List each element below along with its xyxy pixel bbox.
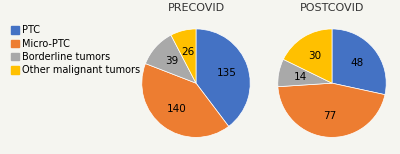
Title: PRECOVID: PRECOVID (168, 3, 224, 13)
Wedge shape (278, 59, 332, 87)
Text: 30: 30 (308, 51, 321, 61)
Wedge shape (283, 29, 332, 83)
Text: 39: 39 (165, 57, 178, 67)
Text: 140: 140 (166, 104, 186, 114)
Text: 135: 135 (217, 68, 237, 78)
Wedge shape (171, 29, 196, 83)
Wedge shape (278, 83, 385, 137)
Text: 77: 77 (323, 111, 336, 121)
Title: POSTCOVID: POSTCOVID (300, 3, 364, 13)
Text: 26: 26 (182, 47, 195, 57)
Wedge shape (332, 29, 386, 95)
Legend: PTC, Micro-PTC, Borderline tumors, Other malignant tumors: PTC, Micro-PTC, Borderline tumors, Other… (9, 23, 142, 77)
Text: 48: 48 (351, 58, 364, 68)
Text: 14: 14 (294, 72, 307, 82)
Wedge shape (196, 29, 250, 126)
Wedge shape (142, 64, 229, 137)
Wedge shape (146, 35, 196, 83)
